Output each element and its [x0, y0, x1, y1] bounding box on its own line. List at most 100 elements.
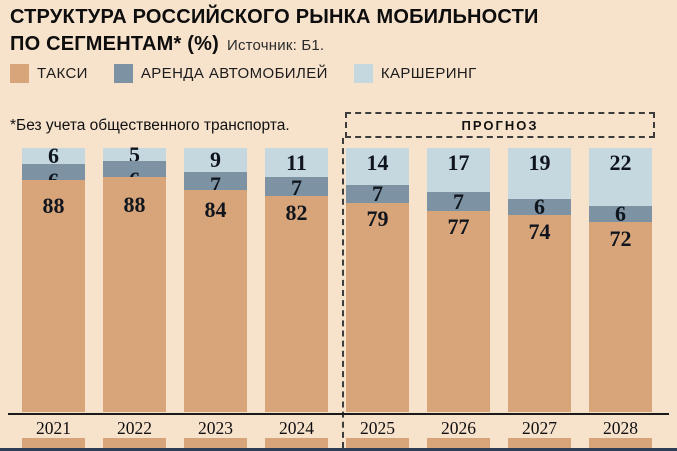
bar-stub: [508, 438, 571, 448]
bar-stub: [184, 438, 247, 448]
year-label-2024: 2024: [279, 418, 314, 438]
legend-label: КАРШЕРИНГ: [380, 65, 477, 82]
bar-columns: 6688202156882022978420231178220241477920…: [22, 142, 652, 448]
x-axis-line: [8, 413, 669, 415]
segment-2026-ТАКСИ: [427, 210, 490, 412]
forecast-label-box: ПРОГНОЗ: [345, 112, 655, 138]
segment-2022-КАРШЕРИНГ: [103, 148, 166, 162]
segment-2021-ТАКСИ: [22, 179, 85, 412]
chart-title-line1: СТРУКТУРА РОССИЙСКОГО РЫНКА МОБИЛЬНОСТИ: [10, 6, 539, 28]
segment-2024-АРЕНДА АВТОМОБИЛЕЙ: [265, 177, 328, 196]
segment-2028-КАРШЕРИНГ: [589, 148, 652, 207]
segment-value: 7: [210, 171, 221, 197]
segment-2025-АРЕНДА АВТОМОБИЛЕЙ: [346, 184, 409, 204]
bar-column-2027: 19 6 74 2027: [508, 148, 571, 448]
legend-swatch: [113, 64, 133, 83]
segment-value: 72: [609, 226, 632, 251]
bar-2022: 5688: [103, 142, 166, 412]
bar-2023: 9 7 84: [184, 146, 247, 412]
bar-2026: 17 7 77: [427, 148, 490, 412]
bar-stub: [346, 438, 409, 448]
segment-2022-АРЕНДА АВТОМОБИЛЕЙ: [103, 161, 166, 178]
segment-value: 7: [453, 188, 464, 214]
bar-stub: [22, 438, 85, 448]
year-label-2021: 2021: [36, 418, 71, 438]
forecast-divider-dashed-line: [342, 138, 344, 448]
segment-2021-АРЕНДА АВТОМОБИЛЕЙ: [22, 163, 85, 180]
segment-value: 14: [366, 150, 389, 175]
segment-2025-ТАКСИ: [346, 203, 409, 412]
bar-stub: [427, 438, 490, 448]
segment-2027-ТАКСИ: [508, 214, 571, 412]
segment-value: 77: [447, 213, 470, 239]
segment-value: 84: [204, 196, 227, 222]
segment-2023-КАРШЕРИНГ: [184, 148, 247, 172]
bar-column-2022: 5688 2022: [103, 142, 166, 448]
segment-2028-ТАКСИ: [589, 221, 652, 412]
bar-column-2024: 11 7 82 2024: [265, 148, 328, 448]
legend-item-1: ТАКСИ: [10, 64, 88, 83]
chart-title: СТРУКТУРА РОССИЙСКОГО РЫНКА МОБИЛЬНОСТИ …: [10, 4, 539, 59]
segment-2026-АРЕНДА АВТОМОБИЛЕЙ: [427, 192, 490, 211]
segment-value: 7: [291, 174, 302, 200]
legend-item-2: АРЕНДА АВТОМОБИЛЕЙ: [113, 64, 328, 83]
segment-2022-ТАКСИ: [103, 177, 166, 412]
legend-item-3: КАРШЕРИНГ: [353, 64, 477, 83]
segment-value: 6: [534, 193, 545, 219]
legend-label: ТАКСИ: [37, 65, 88, 82]
bar-2021: 6688: [22, 143, 85, 412]
stacked-bar-chart: 6688202156882022978420231178220241477920…: [0, 142, 677, 448]
bar-column-2026: 17 7 77 2026: [427, 148, 490, 448]
year-label-2026: 2026: [441, 418, 476, 438]
legend-swatch: [10, 64, 29, 83]
bar-2024: 11 7 82: [265, 148, 328, 412]
bar-2027: 19 6 74: [508, 148, 571, 412]
legend-label: АРЕНДА АВТОМОБИЛЕЙ: [140, 65, 328, 82]
year-label-2022: 2022: [117, 418, 152, 438]
bottom-accent-strip: [0, 448, 677, 451]
year-label-2023: 2023: [198, 418, 233, 438]
chart-title-line2: ПО СЕГМЕНТАМ* (%): [10, 33, 219, 55]
legend-swatch: [353, 64, 373, 83]
segment-2023-ТАКСИ: [184, 190, 247, 412]
segment-2025-КАРШЕРИНГ: [346, 148, 409, 185]
segment-value: 6: [48, 142, 59, 168]
segment-value: 88: [123, 191, 146, 217]
forecast-label: ПРОГНОЗ: [461, 117, 539, 133]
segment-value: 19: [528, 150, 551, 175]
bar-column-2023: 9 7 84 2023: [184, 146, 247, 448]
bar-stub: [589, 438, 652, 448]
bar-column-2028: 22 6 72 2028: [589, 148, 652, 448]
year-label-2027: 2027: [522, 418, 557, 438]
segment-2026-КАРШЕРИНГ: [427, 148, 490, 193]
segment-2024-КАРШЕРИНГ: [265, 148, 328, 178]
legend: ТАКСИ АРЕНДА АВТОМОБИЛЕЙ КАРШЕРИНГ: [10, 64, 477, 83]
bar-stub: [103, 438, 166, 448]
bar-stub: [265, 438, 328, 448]
segment-value: 88: [42, 192, 65, 218]
segment-value: 9: [210, 146, 221, 172]
source-label: Источник: Б1.: [226, 37, 325, 54]
segment-2027-КАРШЕРИНГ: [508, 148, 571, 199]
footnote: *Без учета общественного транспорта.: [10, 117, 290, 134]
segment-value: 5: [129, 141, 140, 167]
bar-2028: 22 6 72: [589, 148, 652, 412]
segment-value: 6: [615, 201, 626, 226]
segment-value: 17: [447, 150, 470, 175]
segment-value: 82: [285, 199, 308, 225]
bar-column-2025: 14 7 79 2025: [346, 148, 409, 448]
segment-2023-АРЕНДА АВТОМОБИЛЕЙ: [184, 171, 247, 191]
year-label-2025: 2025: [360, 418, 395, 438]
segment-value: 79: [366, 206, 389, 232]
segment-2027-АРЕНДА АВТОМОБИЛЕЙ: [508, 198, 571, 215]
year-label-2028: 2028: [603, 418, 638, 438]
bar-2025: 14 7 79: [346, 148, 409, 412]
segment-value: 74: [528, 218, 551, 244]
segment-2021-КАРШЕРИНГ: [22, 148, 85, 164]
segment-value: 11: [286, 149, 307, 175]
segment-value: 22: [609, 150, 632, 175]
bar-column-2021: 66882021: [22, 143, 85, 448]
segment-value: 7: [372, 181, 383, 207]
segment-2024-ТАКСИ: [265, 195, 328, 412]
segment-2028-АРЕНДА АВТОМОБИЛЕЙ: [589, 206, 652, 222]
